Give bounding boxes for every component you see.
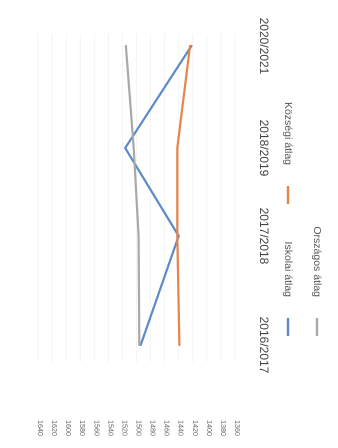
- y-tick-label: 1620: [50, 420, 59, 436]
- x-category-label: 2017/2018: [257, 208, 271, 265]
- y-tick-label: 1500: [135, 420, 144, 436]
- y-tick-label: 1460: [163, 420, 172, 436]
- y-tick-label: 1520: [120, 420, 129, 436]
- y-tick-label: 1400: [205, 420, 214, 436]
- y-tick-label: 1600: [64, 420, 73, 436]
- series-line: [124, 44, 141, 347]
- chart-plot-area: [37, 34, 236, 362]
- y-tick-label: 1420: [191, 420, 200, 436]
- y-tick-label: 1380: [219, 420, 228, 436]
- legend-label: Községi átlag: [282, 102, 294, 165]
- y-tick-label: 1540: [106, 420, 115, 436]
- chart-series: [124, 44, 193, 347]
- series-line: [124, 44, 193, 347]
- x-category-label: 2020/2021: [257, 18, 271, 75]
- y-tick-label: 1580: [78, 420, 87, 436]
- x-category-label: 2018/2019: [257, 120, 271, 177]
- y-tick-label: 1560: [92, 420, 101, 436]
- y-tick-label: 1480: [149, 420, 158, 436]
- chart-legend: Iskolai átlag Községi átlag Országos átlag: [282, 102, 323, 336]
- legend-label: Iskolai átlag: [282, 242, 294, 298]
- legend-label: Országos átlag: [311, 226, 323, 297]
- y-axis-tick-labels: 1640 1620 1600 1580 1560 1540 1520 1500 1480 1460…: [36, 420, 242, 436]
- y-tick-label: 1640: [36, 420, 45, 436]
- x-category-label: 2016/2017: [257, 317, 271, 374]
- series-line: [176, 44, 192, 347]
- x-axis-category-labels: 2016/2017 2017/2018 2018/2019 2020/2021: [257, 18, 271, 374]
- y-tick-label: 1440: [177, 420, 186, 436]
- y-tick-label: 1360: [233, 420, 242, 436]
